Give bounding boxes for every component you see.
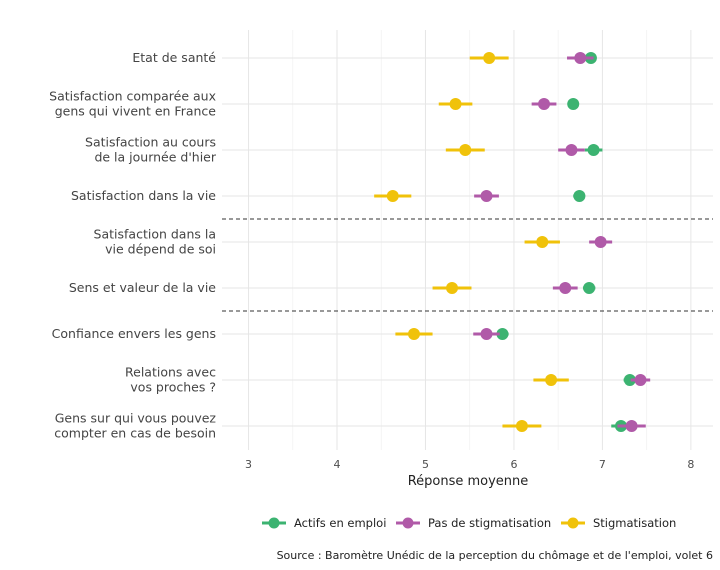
y-tick-label: Satisfaction au cours de la journée d'hie… [85, 135, 217, 165]
source-note: Source : Baromètre Unédic de la percepti… [277, 549, 713, 562]
data-point [496, 328, 509, 340]
x-tick-label: 5 [422, 458, 429, 471]
data-point [634, 374, 647, 386]
data-point [573, 190, 586, 202]
legend: Actifs en emploi Pas de stigmatisation Sti… [262, 516, 676, 530]
data-point [587, 144, 600, 156]
y-tick-label: Etat de santé [132, 50, 216, 65]
data-point [567, 98, 580, 110]
y-axis-labels: Etat de santé Satisfaction comparée aux ge… [49, 50, 217, 441]
legend-key-point [567, 517, 579, 529]
y-tick-label: Relations avec vos proches ? [125, 365, 216, 395]
data-point [449, 98, 462, 110]
x-axis-title: Réponse moyenne [408, 474, 529, 489]
y-tick-label: Gens sur qui vous pouvez compter en cas d… [54, 411, 216, 441]
legend-label: Stigmatisation [593, 516, 676, 530]
x-tick-label: 7 [599, 458, 606, 471]
data-point [536, 236, 549, 248]
y-tick-label: Satisfaction dans la vie [71, 188, 216, 203]
data-point [565, 144, 578, 156]
data-point [386, 190, 399, 202]
data-point [446, 282, 459, 294]
data-point [483, 52, 496, 64]
data-point [515, 420, 528, 432]
legend-key-point [402, 517, 414, 529]
data-point [407, 328, 420, 340]
legend-key-point [268, 517, 280, 529]
grid [222, 30, 713, 450]
data-point [459, 144, 472, 156]
data-point [480, 328, 493, 340]
data-point [480, 190, 493, 202]
x-tick-label: 6 [510, 458, 517, 471]
data-point [625, 420, 638, 432]
x-tick-label: 4 [334, 458, 341, 471]
y-tick-label: Satisfaction dans la vie dépend de soi [94, 227, 216, 257]
data-point [559, 282, 572, 294]
separators [222, 218, 713, 312]
data-point [594, 236, 607, 248]
data-point [583, 282, 596, 294]
y-tick-label: Confiance envers les gens [52, 326, 216, 341]
y-tick-label: Satisfaction comparée aux gens qui vivent… [49, 89, 216, 119]
x-tick-label: 3 [245, 458, 252, 471]
data-point [623, 374, 636, 386]
data-point [545, 374, 558, 386]
legend-label: Pas de stigmatisation [428, 516, 551, 530]
y-tick-label: Sens et valeur de la vie [69, 280, 216, 295]
data-point [538, 98, 551, 110]
chart-marks [374, 52, 651, 432]
data-point [574, 52, 587, 64]
legend-label: Actifs en emploi [294, 516, 386, 530]
x-tick-label: 8 [687, 458, 694, 471]
x-axis-ticks: 3 4 5 6 7 8 [245, 458, 694, 471]
